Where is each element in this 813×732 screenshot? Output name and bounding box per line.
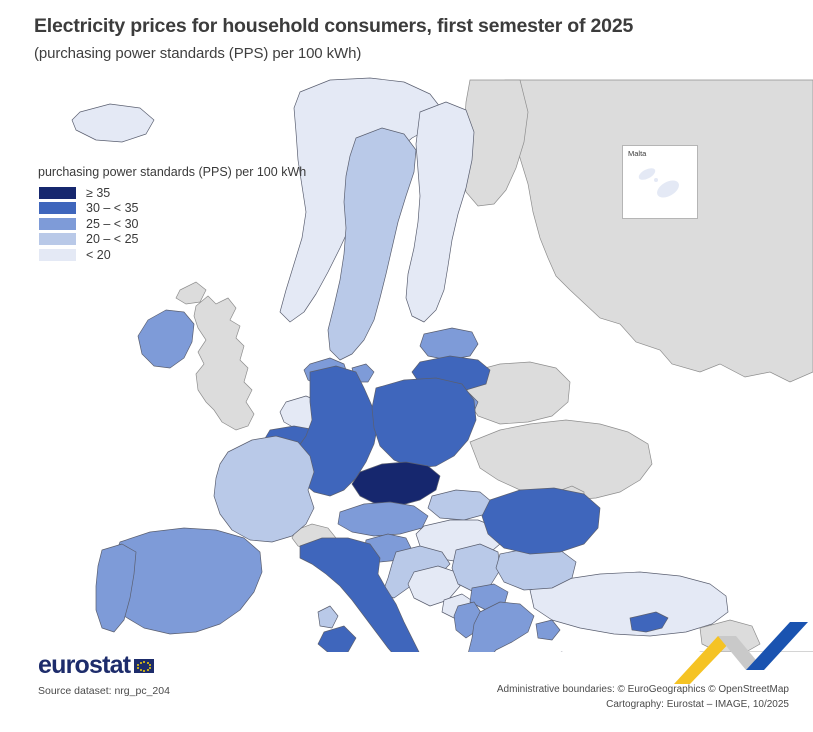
malta-inset-box: Malta bbox=[622, 145, 698, 219]
country-finland bbox=[405, 101, 475, 323]
malta-inset-map bbox=[638, 168, 679, 198]
legend-label-lt20: < 20 bbox=[86, 247, 111, 262]
source-dataset: Source dataset: nrg_pc_204 bbox=[38, 685, 170, 697]
country-ireland bbox=[137, 309, 195, 369]
legend-swatch-20-25 bbox=[38, 232, 77, 247]
country-poland bbox=[371, 377, 477, 469]
legend-label-30-35: 30 – < 35 bbox=[86, 201, 139, 216]
country-france bbox=[213, 435, 339, 629]
footer: eurostat Source dataset: nrg_pc_204 Admi… bbox=[0, 645, 813, 732]
country-czechia bbox=[351, 461, 441, 507]
legend-label-25-30: 25 – < 30 bbox=[86, 216, 139, 231]
country-turkiye bbox=[529, 571, 729, 637]
credit-cartography: Cartography: Eurostat – IMAGE, 10/2025 bbox=[606, 699, 789, 710]
legend-swatch-ge35 bbox=[38, 185, 77, 200]
country-romania bbox=[481, 487, 601, 555]
map-credits: Administrative boundaries: © EuroGeograp… bbox=[497, 682, 789, 712]
legend-label-ge35: ≥ 35 bbox=[86, 185, 111, 200]
country-portugal bbox=[95, 543, 137, 633]
island-gozo bbox=[638, 168, 656, 180]
legend-item-ge35: ≥ 35 bbox=[38, 185, 306, 201]
island-malta bbox=[657, 180, 679, 198]
eu-flag-icon bbox=[134, 658, 155, 673]
legend-item-30-35: 30 – < 35 bbox=[38, 201, 306, 217]
legend-item-lt20: < 20 bbox=[38, 247, 306, 263]
country-estonia bbox=[419, 327, 479, 361]
country-russia bbox=[504, 79, 813, 383]
country-united-kingdom bbox=[175, 281, 255, 431]
legend-swatch-25-30 bbox=[38, 216, 77, 231]
country-greece bbox=[468, 601, 563, 652]
country-ukraine bbox=[469, 419, 653, 501]
page-title: Electricity prices for household consume… bbox=[34, 15, 634, 37]
page-subtitle: (purchasing power standards (PPS) per 10… bbox=[34, 45, 362, 63]
legend-item-25-30: 25 – < 30 bbox=[38, 216, 306, 232]
eurostat-logo: eurostat bbox=[38, 651, 155, 679]
legend-label-20-25: 20 – < 25 bbox=[86, 232, 139, 247]
country-belarus bbox=[465, 361, 571, 425]
legend-swatch-30-35 bbox=[38, 201, 77, 216]
country-sweden bbox=[327, 127, 417, 361]
country-italy bbox=[299, 537, 420, 652]
eurostat-wordmark: eurostat bbox=[38, 651, 131, 679]
island-comino bbox=[654, 178, 658, 182]
country-iceland bbox=[71, 103, 155, 143]
map-legend: purchasing power standards (PPS) per 100… bbox=[38, 165, 306, 263]
legend-title: purchasing power standards (PPS) per 100… bbox=[38, 165, 307, 179]
country-cyprus bbox=[629, 611, 669, 633]
malta-inset-label: Malta bbox=[628, 149, 647, 158]
header: Electricity prices for household consume… bbox=[0, 0, 813, 62]
legend-item-20-25: 20 – < 25 bbox=[38, 232, 306, 248]
country-germany bbox=[293, 365, 379, 497]
legend-swatch-lt20 bbox=[38, 247, 77, 262]
credit-boundaries: Administrative boundaries: © EuroGeograp… bbox=[496, 684, 789, 695]
